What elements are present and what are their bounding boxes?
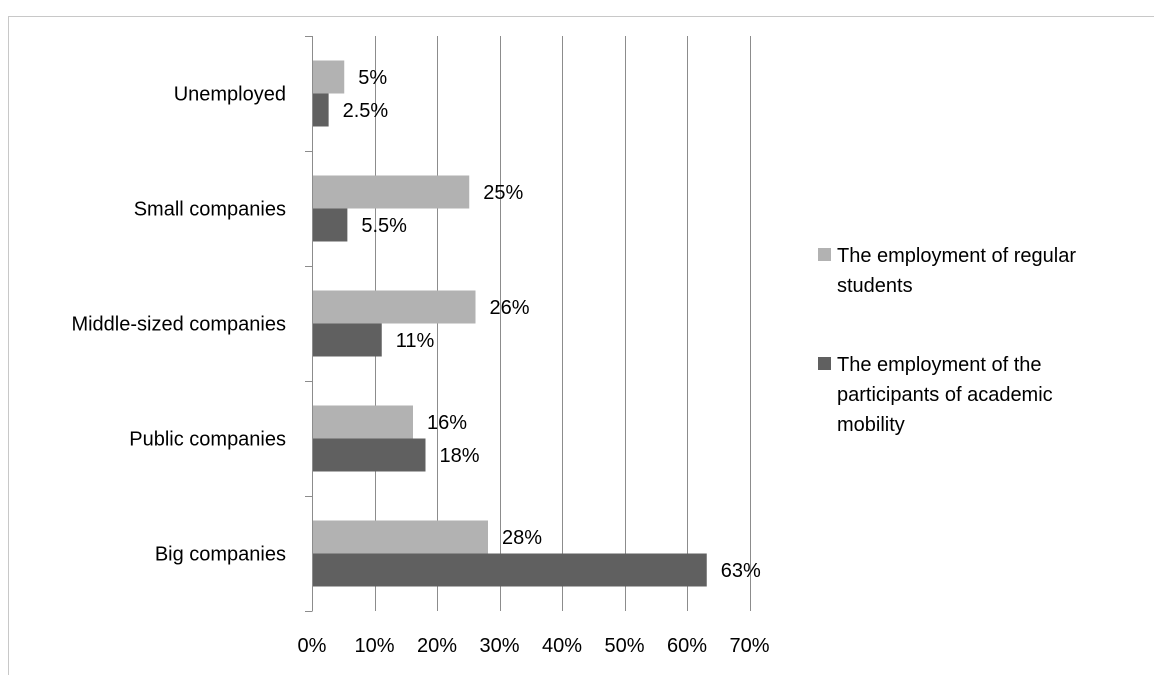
bar-big-companies-series-2 [313,553,707,587]
bar-middle-sized-companies-series-1 [313,290,476,324]
data-label-small-companies-series-2: 5.5% [361,215,407,237]
legend-label-series-2-line-2: participants of academic [837,384,1053,406]
x-tick-label-10: 10% [354,635,394,657]
x-tick-label-60: 60% [667,635,707,657]
data-label-public-companies-series-1: 16% [427,412,467,434]
x-tick-label-50: 50% [604,635,644,657]
data-label-big-companies-series-2: 63% [721,560,761,582]
x-tick-label-20: 20% [417,635,457,657]
bar-unemployed-series-1 [313,60,345,94]
data-label-middle-sized-companies-series-1: 26% [490,297,530,319]
labels: 0% 10% 20% 30% 40% 50% 60% 70% Unemployed 5% 2.5% S… [71,67,769,657]
bar-small-companies-series-1 [313,175,470,209]
category-label-big-companies: Big companies [155,544,286,566]
category-label-middle-sized-companies: Middle-sized companies [71,314,286,336]
data-label-unemployed-series-1: 5% [358,67,387,89]
bar-unemployed-series-2 [313,93,329,127]
bar-middle-sized-companies-series-2 [313,323,382,357]
x-tick-label-0: 0% [298,635,327,657]
legend-swatch-series-1 [818,248,831,261]
x-tick-label-70: 70% [729,635,769,657]
x-tick-label-40: 40% [542,635,582,657]
legend-label-series-1-line-2: students [837,275,913,297]
bar-public-companies-series-2 [313,438,426,472]
axes [305,36,313,612]
legend-label-series-2-line-3: mobility [837,414,905,436]
chart-frame [8,16,1154,675]
data-label-unemployed-series-2: 2.5% [343,100,389,122]
legend-label-series-1-line-1: The employment of regular [837,245,1076,267]
x-tick-label-30: 30% [479,635,519,657]
bar-public-companies-series-1 [313,405,413,439]
bars [313,60,707,587]
legend-swatch-series-2 [818,357,831,370]
legend-label-series-2-line-1: The employment of the [837,354,1042,376]
category-label-small-companies: Small companies [134,199,286,221]
data-label-middle-sized-companies-series-2: 11% [396,330,435,352]
data-label-public-companies-series-2: 18% [440,445,480,467]
legend: The employment of regular students The emp… [818,245,1076,436]
data-label-small-companies-series-1: 25% [483,182,523,204]
data-label-big-companies-series-1: 28% [502,527,542,549]
category-label-public-companies: Public companies [129,429,286,451]
category-label-unemployed: Unemployed [174,84,286,106]
bar-small-companies-series-2 [313,208,348,242]
bar-big-companies-series-1 [313,520,488,554]
